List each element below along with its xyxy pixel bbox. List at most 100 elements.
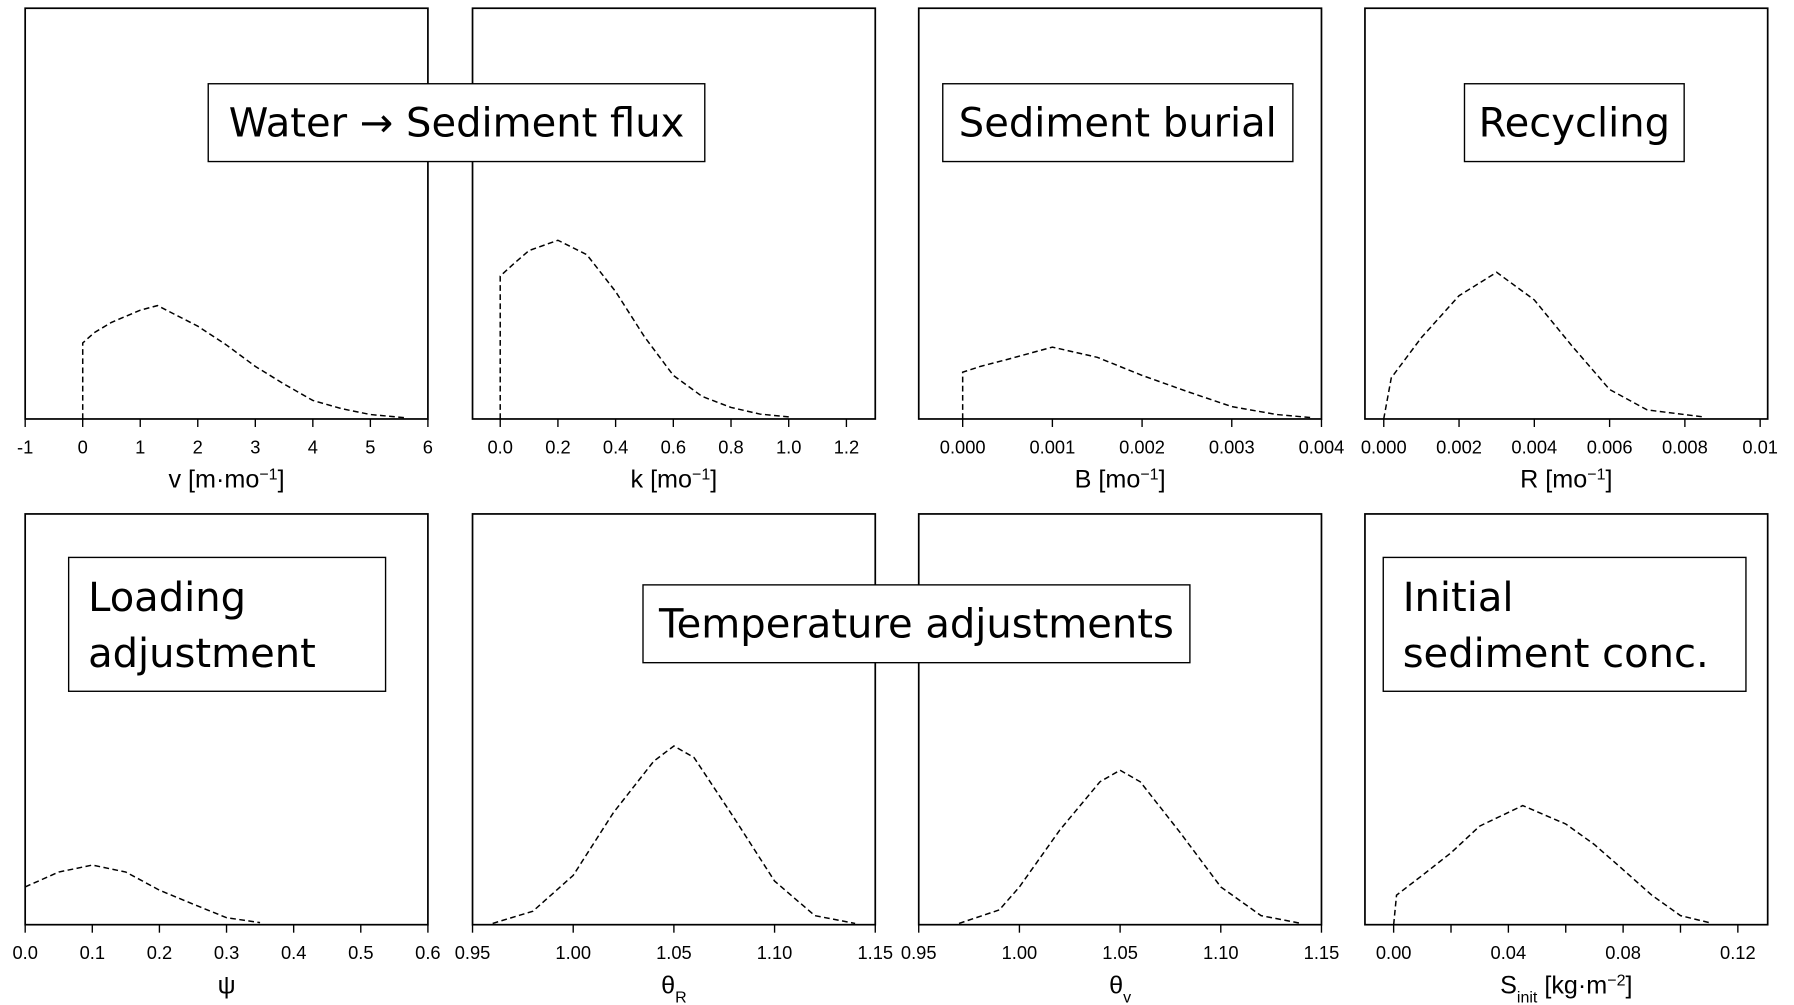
annotation-box	[207, 83, 706, 163]
x-tick-label: 0.3	[214, 942, 239, 963]
x-axis-label-part: θ	[661, 971, 675, 999]
x-tick-label: 0.08	[1605, 942, 1641, 963]
x-axis-label: ψ	[218, 971, 236, 999]
x-tick-label: 0.000	[1361, 436, 1407, 457]
annotation-box	[1463, 83, 1685, 163]
annotation-text: Initial	[1403, 575, 1514, 621]
panel: 0.00 0.04 0.08 0.12 Sinit [kg·m−2]	[1364, 513, 1769, 1005]
plot-frame	[471, 7, 877, 420]
density-line	[961, 346, 1313, 419]
x-tick-label: 0.000	[940, 436, 986, 457]
x-axis-label: θR	[661, 971, 687, 1005]
x-tick-label: 1.05	[1102, 942, 1138, 963]
x-tick-label: 0.2	[545, 436, 570, 457]
x-tick-label: 1.15	[857, 942, 893, 963]
x-tick-label: 1.10	[1203, 942, 1239, 963]
x-tick-label: 0.008	[1662, 436, 1708, 457]
x-tick-label: 0.006	[1587, 436, 1633, 457]
x-axis-label-part: ]	[1159, 466, 1166, 494]
panel: -1 0 1 2 3 4 5 6 v [m·mo−1]	[17, 7, 433, 494]
x-axis-label: Sinit [kg·m−2]	[1500, 971, 1632, 1005]
x-tick-label: 2	[193, 436, 203, 457]
x-tick-label: 6	[423, 436, 433, 457]
x-tick-label: 0.95	[455, 942, 491, 963]
x-tick-label: 1.15	[1304, 942, 1340, 963]
x-tick-label: 1.2	[834, 436, 859, 457]
annotation-text: Water → Sediment flux	[229, 100, 685, 146]
x-axis-label-part: −1	[1140, 466, 1158, 483]
plot-frame	[917, 513, 1323, 926]
x-axis-label-part: v [m·mo	[168, 466, 259, 494]
x-tick-label: 1.0	[776, 436, 801, 457]
x-axis-label: v [m·mo−1]	[168, 466, 284, 494]
x-axis-label-part: −1	[692, 466, 710, 483]
x-axis-label-part: S	[1500, 971, 1517, 999]
x-axis-label-part: ]	[710, 466, 717, 494]
x-axis-label-part: −1	[259, 466, 277, 483]
x-axis-label-part: [kg·m	[1537, 971, 1607, 999]
panel: 0.000 0.001 0.002 0.003 0.004 B [mo−1]	[917, 7, 1345, 494]
x-tick-label: 0.1	[80, 942, 105, 963]
x-axis-label: k [mo−1]	[631, 466, 718, 494]
x-axis-label: B [mo−1]	[1075, 466, 1166, 494]
annotation-text: Temperature adjustments	[658, 602, 1174, 648]
x-axis-label-part: R	[675, 989, 687, 1005]
plot-frame	[471, 513, 877, 926]
panel: 0.000 0.002 0.004 0.006 0.008 0.01 R [mo−1]	[1361, 7, 1778, 494]
x-axis-label-part: −2	[1607, 972, 1625, 989]
density-line	[958, 769, 1302, 925]
x-tick-label: -1	[17, 436, 33, 457]
panel: 0.95 1.00 1.05 1.10 1.15 θv	[901, 513, 1340, 1005]
x-tick-label: 1.00	[555, 942, 591, 963]
density-line	[24, 864, 261, 924]
annotation-text: sediment conc.	[1403, 631, 1709, 677]
x-tick-label: 0.002	[1436, 436, 1482, 457]
annotation-box	[1382, 556, 1747, 692]
x-axis-label-part: v	[1123, 989, 1131, 1005]
x-tick-label: 0.004	[1299, 436, 1345, 457]
x-tick-label: 0.8	[718, 436, 743, 457]
x-tick-label: 0.0	[488, 436, 513, 457]
x-tick-label: 0.5	[348, 942, 373, 963]
x-tick-label: 1	[135, 436, 145, 457]
x-tick-label: 0.0	[12, 942, 37, 963]
plot-frame	[1364, 7, 1769, 420]
x-axis-label: R [mo−1]	[1520, 466, 1612, 494]
x-tick-label: 0.01	[1742, 436, 1778, 457]
x-tick-label: 0.003	[1209, 436, 1255, 457]
annotation-box	[942, 83, 1294, 163]
annotation-text: Loading	[88, 575, 246, 621]
x-axis-label: θv	[1109, 971, 1131, 1005]
x-axis-label-part: init	[1517, 989, 1538, 1005]
x-tick-label: 0.4	[281, 942, 306, 963]
annotation-box	[67, 556, 387, 692]
panel: 0.95 1.00 1.05 1.10 1.15 θR	[455, 513, 893, 1005]
x-tick-label: 1.05	[656, 942, 692, 963]
annotation-text: Recycling	[1479, 100, 1670, 146]
density-line	[1382, 271, 1704, 420]
x-tick-label: 3	[250, 436, 260, 457]
panel: 0.0 0.1 0.2 0.3 0.4 0.5 0.6 ψ	[12, 513, 441, 999]
x-tick-label: 0.4	[603, 436, 628, 457]
plot-frame	[917, 7, 1323, 420]
x-axis-label-part: θ	[1109, 971, 1123, 999]
x-tick-label: 1.00	[1002, 942, 1038, 963]
x-tick-label: 0	[78, 436, 88, 457]
panel: 0.0 0.2 0.4 0.6 0.8 1.0 1.2 k [mo−1]	[471, 7, 877, 494]
x-tick-label: 0.002	[1119, 436, 1165, 457]
density-line	[81, 304, 405, 419]
x-axis-label-part: ]	[1626, 971, 1633, 999]
x-tick-label: 0.00	[1376, 942, 1412, 963]
x-axis-label-part: ψ	[218, 971, 236, 999]
density-line	[1392, 804, 1710, 925]
x-tick-label: 0.12	[1720, 942, 1756, 963]
x-tick-label: 5	[365, 436, 375, 457]
density-line	[492, 745, 856, 925]
density-line	[499, 239, 789, 419]
x-axis-label-part: R [mo	[1520, 466, 1587, 494]
annotation-text: Sediment burial	[959, 100, 1277, 146]
x-tick-label: 4	[308, 436, 318, 457]
x-axis-label-part: −1	[1587, 466, 1605, 483]
x-tick-label: 0.6	[661, 436, 686, 457]
plot-frame	[24, 7, 429, 420]
